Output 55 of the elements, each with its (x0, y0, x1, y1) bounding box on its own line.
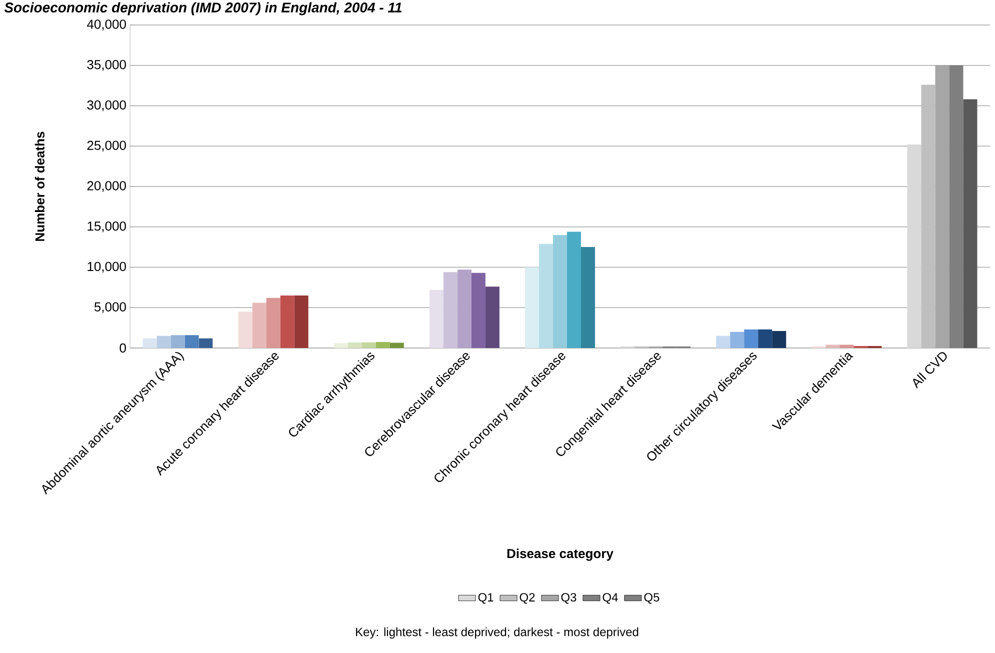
bar (553, 234, 568, 348)
bar (266, 298, 280, 348)
legend-label: Q2 (520, 593, 535, 604)
y-tick-label: 0 (120, 343, 126, 353)
bar (252, 302, 266, 348)
legend-label: Q5 (644, 593, 660, 604)
chart-title: Socioeconomic deprivation (IMD 2007) in England, 2004 - 11 (4, 2, 402, 16)
bar (170, 335, 185, 348)
bar (156, 336, 171, 348)
bar (376, 342, 390, 348)
bar (429, 290, 444, 348)
bar (949, 65, 964, 348)
bar (443, 272, 458, 348)
x-tick-label: All CVD (912, 352, 947, 389)
bar (390, 342, 404, 348)
text: Key: lightest - least deprived; darkest - most deprived (356, 627, 638, 639)
bar (280, 296, 294, 348)
x-axis-title: Disease category (507, 548, 614, 561)
legend-label: Q4 (602, 593, 618, 604)
y-tick-label: 30,000 (87, 100, 126, 112)
bar (471, 272, 486, 348)
bar (730, 332, 744, 348)
bar (539, 244, 554, 348)
bar (485, 286, 500, 348)
y-tick-label: 40,000 (87, 20, 126, 30)
bar (457, 270, 472, 348)
bar (238, 312, 252, 348)
bar (826, 344, 840, 348)
bar (567, 232, 582, 348)
bar (198, 338, 213, 348)
y-tick-label: 25,000 (87, 140, 126, 152)
bar (907, 144, 922, 348)
bar (840, 344, 854, 348)
bar (963, 99, 978, 348)
bar (184, 335, 199, 348)
y-tick-label: 20,000 (87, 181, 126, 192)
bar (744, 329, 758, 348)
bar (525, 267, 540, 348)
bar (758, 329, 772, 348)
y-tick-label: 5,000 (94, 302, 126, 313)
bar (334, 343, 348, 348)
bar (581, 247, 596, 348)
y-axis-title: Number of deaths (34, 132, 44, 241)
bar (142, 338, 157, 348)
bar (362, 342, 376, 348)
y-tick-label: 15,000 (88, 222, 126, 232)
legend-label: Q1 (478, 593, 494, 604)
bar (921, 84, 936, 348)
bar (348, 342, 362, 348)
bar (772, 331, 786, 348)
y-tick-label: 35,000 (87, 60, 126, 71)
bar (716, 336, 730, 348)
y-tick-label: 10,000 (88, 262, 126, 273)
legend-label: Q3 (561, 593, 576, 604)
bar (294, 296, 308, 348)
